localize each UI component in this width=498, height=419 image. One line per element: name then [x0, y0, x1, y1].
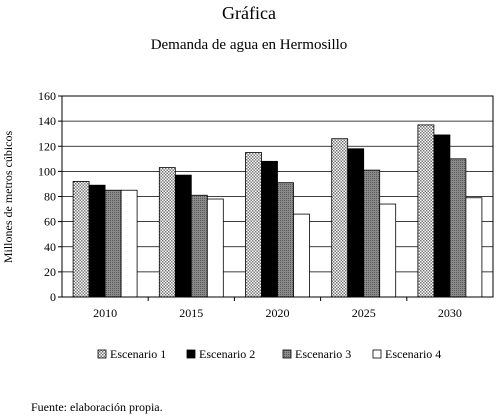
bar — [88, 184, 106, 298]
y-tick-label: 20 — [44, 265, 56, 279]
y-tick-label: 60 — [44, 215, 56, 229]
chart-title: Demanda de agua en Hermosillo — [150, 37, 348, 53]
legend-swatch — [372, 349, 382, 359]
bar — [293, 213, 310, 298]
y-tick-label: 40 — [44, 240, 56, 254]
x-tick-label: 2030 — [438, 306, 462, 320]
legend-label: Escenario 1 — [110, 347, 166, 361]
legend-swatch — [186, 349, 196, 359]
bar — [206, 198, 224, 298]
y-axis-label: Millones de metros cúbicos — [1, 131, 15, 264]
bar — [158, 167, 176, 298]
bar — [104, 189, 122, 298]
legend-swatch — [97, 349, 107, 359]
axes: 0 20 40 60 80 100 120 140 160 2010 2015 2020 2025 203… — [38, 89, 494, 320]
bar — [347, 148, 365, 298]
bar — [261, 160, 278, 298]
y-tick-label: 80 — [44, 190, 56, 204]
legend-label: Escenario 3 — [295, 347, 351, 361]
bar — [465, 197, 483, 298]
bar — [433, 134, 451, 298]
source-note: Fuente: elaboración propia. — [31, 400, 163, 414]
bar-series — [72, 124, 483, 298]
x-tick-label: 2015 — [179, 306, 203, 320]
legend-label: Escenario 4 — [385, 347, 441, 361]
x-tick-label: 2020 — [266, 306, 290, 320]
y-tick-label: 0 — [50, 290, 56, 304]
bar — [379, 203, 397, 298]
plot-frame — [61, 95, 494, 298]
bar — [277, 182, 294, 298]
figure-label: Gráfica — [222, 3, 276, 23]
bar — [331, 138, 349, 298]
legend: Escenario 1 Escenario 2 Escenario 3 Escenar… — [97, 347, 441, 361]
y-tick-label: 140 — [38, 114, 56, 128]
bar — [120, 189, 138, 298]
y-tick-label: 100 — [38, 164, 56, 178]
bar — [417, 124, 435, 298]
y-tick-label: 120 — [38, 139, 56, 153]
bar — [174, 174, 192, 298]
legend-label: Escenario 2 — [199, 347, 255, 361]
x-tick-label: 2010 — [93, 306, 117, 320]
legend-swatch — [282, 349, 292, 359]
bar — [245, 152, 262, 298]
x-tick-label: 2025 — [352, 306, 376, 320]
bar — [190, 194, 208, 298]
y-tick-label: 160 — [38, 89, 56, 103]
bar — [363, 169, 381, 298]
bar — [72, 181, 90, 298]
bar — [449, 158, 467, 298]
